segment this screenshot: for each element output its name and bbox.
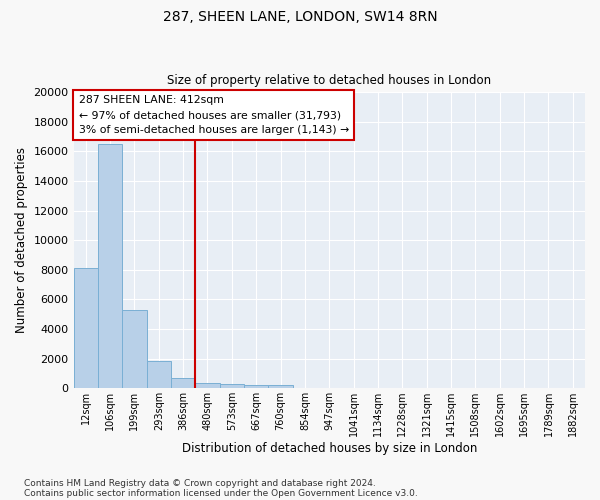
X-axis label: Distribution of detached houses by size in London: Distribution of detached houses by size … — [182, 442, 477, 455]
Bar — [268, 386, 293, 388]
Y-axis label: Number of detached properties: Number of detached properties — [15, 147, 28, 333]
Bar — [244, 385, 268, 388]
Bar — [98, 144, 122, 388]
Bar — [122, 310, 146, 388]
Text: 287, SHEEN LANE, LONDON, SW14 8RN: 287, SHEEN LANE, LONDON, SW14 8RN — [163, 10, 437, 24]
Text: Contains HM Land Registry data © Crown copyright and database right 2024.: Contains HM Land Registry data © Crown c… — [24, 478, 376, 488]
Bar — [196, 382, 220, 388]
Title: Size of property relative to detached houses in London: Size of property relative to detached ho… — [167, 74, 491, 87]
Text: 287 SHEEN LANE: 412sqm
← 97% of detached houses are smaller (31,793)
3% of semi-: 287 SHEEN LANE: 412sqm ← 97% of detached… — [79, 96, 349, 135]
Bar — [74, 268, 98, 388]
Bar — [146, 361, 171, 388]
Text: Contains public sector information licensed under the Open Government Licence v3: Contains public sector information licen… — [24, 488, 418, 498]
Bar — [220, 384, 244, 388]
Bar — [171, 378, 196, 388]
